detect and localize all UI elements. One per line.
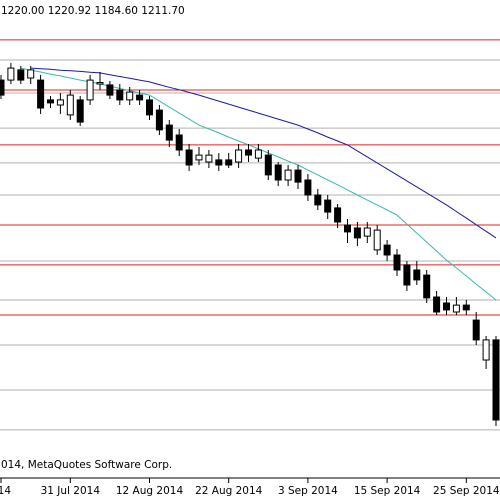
candle-body [7,67,15,81]
candle-body [56,99,64,106]
x-tick-label: 3 Sep 2014 [278,485,338,497]
candle-body [126,91,134,101]
candle-body [185,149,193,166]
candle-body [462,304,470,311]
candle-body [205,154,213,163]
candle-body [393,254,401,271]
candle-body [274,164,282,181]
candle-body [443,302,450,311]
candle-body [294,169,302,183]
candle-body [155,109,163,131]
candle-body [452,304,460,313]
candle-body [245,149,252,156]
candle-body [482,339,490,361]
x-tick-label: 22 Aug 2014 [195,485,263,497]
candle-body [492,339,500,421]
candle-body [353,227,361,239]
candle-body [383,244,391,256]
x-tick-label: 25 Sep 2014 [433,485,500,497]
candle-body [225,159,233,166]
candle-body [304,179,312,196]
candle-body [37,79,45,109]
candle-body [116,89,124,101]
candle-body [66,94,74,116]
candle-body [86,79,94,101]
moving-average-line [30,67,497,239]
ohlc-header: 1220.00 1220.92 1184.60 1211.70 [1,5,185,17]
candle-body [324,199,332,213]
candle-body [403,264,411,286]
candle-body [363,227,371,237]
candle-body [47,99,54,104]
x-tick-label: 31 Jul 2014 [41,485,101,497]
candle-body [195,154,203,161]
candle-body [0,79,5,96]
candle-body [76,99,84,123]
candle-body [264,154,272,176]
candle-body [344,224,351,233]
candle-body [433,296,441,313]
candle-body [314,194,322,206]
candle-body [472,319,480,341]
candle-body [17,69,25,81]
x-tick-label: 014 [0,485,11,497]
candle-body [96,82,104,85]
x-tick-label: 15 Sep 2014 [354,485,421,497]
candle-body [254,149,262,159]
candle-body [106,84,114,96]
copyright: 014, MetaQuotes Software Corp. [1,459,172,471]
candle-body [146,99,153,116]
x-tick-label: 12 Aug 2014 [116,485,184,497]
candle-body [235,149,243,163]
candle-body [215,159,223,166]
candle-body [334,207,342,223]
plot-area [0,39,500,431]
candle-body [136,94,144,101]
candle-body [423,274,431,299]
candle-body [165,124,173,141]
candle-body [413,269,421,281]
candle-body [373,229,381,251]
candle-body [27,69,35,79]
candle-body [284,169,292,181]
candle-body [175,134,183,151]
